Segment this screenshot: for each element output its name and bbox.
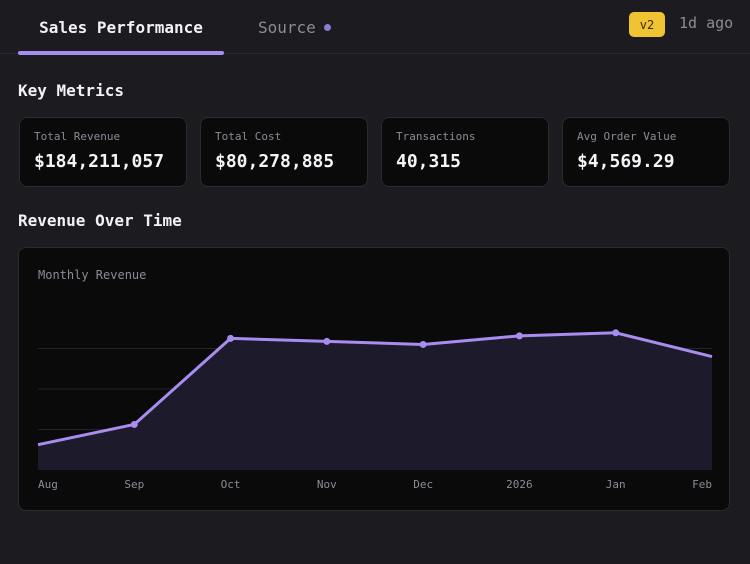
x-tick-label: Jan — [606, 478, 626, 491]
metric-value: $4,569.29 — [577, 151, 675, 172]
status-dot-icon — [323, 23, 331, 31]
metric-card-avg-order-value: Avg Order Value $4,569.29 — [562, 117, 730, 187]
metric-card-total-cost: Total Cost $80,278,885 — [200, 117, 368, 187]
data-point-jan[interactable] — [612, 329, 620, 337]
top-nav: Sales Performance Source v2 1d ago — [0, 0, 750, 55]
metric-label: Avg Order Value — [577, 130, 677, 143]
data-point-oct[interactable] — [227, 334, 235, 342]
tab-source-label: Source — [258, 17, 316, 37]
tab-sales-performance[interactable]: Sales Performance — [18, 0, 224, 55]
revenue-over-time-heading: Revenue Over Time — [18, 211, 182, 230]
metric-card-transactions: Transactions 40,315 — [381, 117, 549, 187]
x-tick-label: Nov — [317, 478, 337, 491]
tab-sales-performance-label: Sales Performance — [39, 17, 203, 37]
key-metrics-heading: Key Metrics — [18, 81, 124, 100]
metric-label: Total Cost — [215, 130, 282, 143]
x-tick-label: Aug — [38, 478, 58, 491]
revenue-line-chart: Aug Sep Oct Nov Dec 2026 Jan Feb — [37, 329, 713, 491]
metric-card-total-revenue: Total Revenue $184,211,057 — [19, 117, 187, 187]
x-tick-label: 2026 — [506, 478, 533, 491]
data-point-nov[interactable] — [323, 337, 331, 345]
data-point-dec[interactable] — [419, 340, 427, 348]
x-tick-label: Dec — [413, 478, 433, 491]
metric-value: $80,278,885 — [215, 151, 335, 172]
active-tab-indicator — [18, 51, 224, 55]
revenue-series-line — [37, 331, 713, 447]
data-point-2026[interactable] — [515, 332, 523, 340]
metric-value: $184,211,057 — [34, 151, 165, 172]
version-badge: v2 — [629, 12, 665, 37]
x-tick-label: Sep — [124, 478, 144, 491]
data-point-sep[interactable] — [130, 420, 138, 428]
metric-label: Total Revenue — [34, 130, 121, 143]
revenue-area — [38, 332, 712, 470]
metric-value: 40,315 — [396, 151, 462, 172]
last-updated: 1d ago — [679, 14, 734, 32]
metric-label: Transactions — [396, 130, 476, 143]
x-tick-label: Feb — [692, 478, 712, 491]
revenue-chart-card: Monthly Revenue Aug Sep Oct Nov Dec 2026 Jan Fe… — [18, 247, 730, 511]
tab-source[interactable]: Source — [258, 0, 331, 54]
x-tick-label: Oct — [221, 478, 241, 491]
chart-title: Monthly Revenue — [38, 268, 147, 282]
